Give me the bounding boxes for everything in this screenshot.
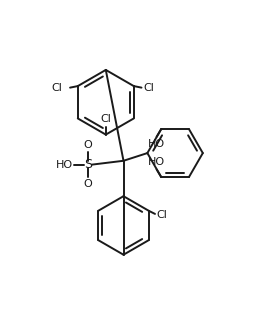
Text: HO: HO (148, 157, 165, 167)
Text: HO: HO (56, 160, 73, 170)
Text: O: O (84, 140, 92, 150)
Text: HO: HO (148, 139, 165, 149)
Text: Cl: Cl (51, 83, 62, 94)
Text: Cl: Cl (143, 83, 154, 94)
Text: Cl: Cl (100, 114, 111, 124)
Text: O: O (84, 179, 92, 189)
Text: Cl: Cl (156, 211, 167, 220)
Text: S: S (84, 158, 92, 171)
